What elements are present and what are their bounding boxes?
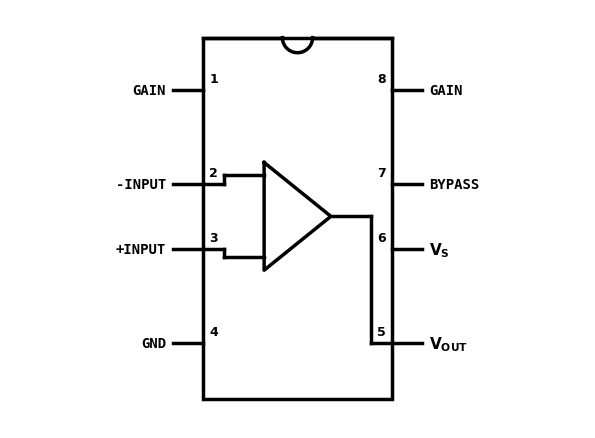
Text: 8: 8 — [377, 73, 386, 86]
Text: 3: 3 — [209, 232, 218, 244]
Text: 2: 2 — [209, 166, 218, 180]
Text: 1: 1 — [209, 73, 218, 86]
Text: GND: GND — [141, 336, 166, 350]
Text: 6: 6 — [377, 232, 386, 244]
Text: +INPUT: +INPUT — [116, 243, 166, 257]
Bar — [203, 39, 392, 399]
Text: 7: 7 — [377, 166, 386, 180]
Text: BYPASS: BYPASS — [429, 178, 479, 192]
Text: -INPUT: -INPUT — [116, 178, 166, 192]
Text: GAIN: GAIN — [133, 84, 166, 98]
Text: $\mathbf{V_S}$: $\mathbf{V_S}$ — [429, 240, 450, 259]
Text: $\mathbf{V_{OUT}}$: $\mathbf{V_{OUT}}$ — [429, 334, 468, 353]
Text: GAIN: GAIN — [429, 84, 462, 98]
Text: 5: 5 — [377, 325, 386, 339]
Text: 4: 4 — [209, 325, 218, 339]
